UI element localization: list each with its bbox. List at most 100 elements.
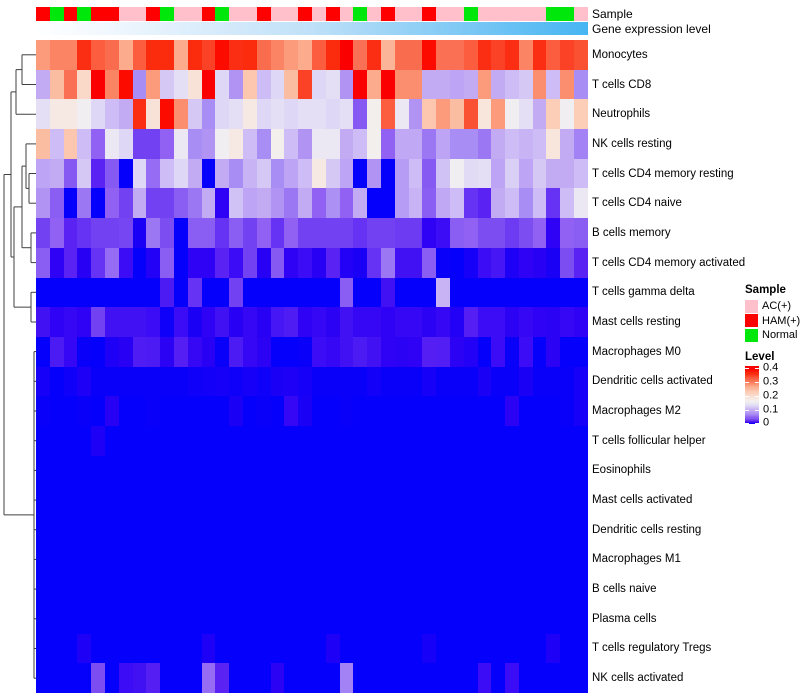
heatmap-cell — [574, 158, 588, 189]
heatmap-cell — [36, 455, 50, 486]
heatmap-cell — [574, 129, 588, 159]
colorbar-tick — [745, 382, 749, 384]
heatmap-cell — [353, 633, 368, 664]
heatmap-cell — [436, 633, 450, 664]
heatmap-cell — [270, 544, 285, 575]
heatmap-cell — [77, 515, 92, 545]
heatmap-cell — [298, 247, 312, 278]
heatmap-cell — [574, 277, 588, 308]
heatmap-cell — [256, 40, 271, 70]
heatmap-cell — [104, 633, 119, 664]
heatmap-cell — [560, 485, 575, 515]
heatmap-cell — [36, 574, 50, 605]
heatmap-cell — [477, 633, 492, 664]
sample-annotation-cell — [36, 7, 50, 21]
heatmap-cell — [91, 69, 105, 100]
heatmap-cell — [436, 604, 450, 634]
heatmap-cell — [463, 663, 478, 694]
heatmap-cell — [146, 544, 161, 575]
heatmap-cell — [284, 485, 299, 515]
heatmap-cell — [367, 188, 381, 219]
heatmap-cell — [173, 129, 188, 159]
heatmap-cell — [422, 544, 437, 575]
sample-annotation-cell — [367, 7, 381, 21]
heatmap-cell — [77, 663, 92, 694]
heatmap-cell — [173, 604, 188, 634]
heatmap-cell — [422, 218, 437, 248]
heatmap-cell — [408, 247, 423, 278]
heatmap-cell — [560, 247, 575, 278]
heatmap-cell — [201, 663, 216, 694]
heatmap-cell — [63, 99, 78, 130]
legend-level-block: Level 0.4 0.3 0.2 0.1 0 — [745, 351, 800, 428]
heatmap-cell — [256, 307, 271, 337]
heatmap-cell — [49, 129, 64, 159]
heatmap-cell — [146, 604, 161, 634]
heatmap-cell — [298, 218, 312, 248]
heatmap-cell — [132, 307, 147, 337]
heatmap-cell — [353, 188, 368, 219]
heatmap-cell — [229, 515, 243, 545]
heatmap-cell — [284, 663, 299, 694]
heatmap-cell — [298, 663, 312, 694]
heatmap-cell — [146, 129, 161, 159]
heatmap-cell — [201, 188, 216, 219]
heatmap-cell — [532, 188, 547, 219]
heatmap-cell — [574, 99, 588, 130]
heatmap-cell — [160, 99, 174, 130]
heatmap-cell — [132, 574, 147, 605]
row-label: Macrophages M2 — [592, 405, 681, 418]
heatmap-cell — [63, 663, 78, 694]
heatmap-cell — [160, 485, 174, 515]
heatmap-cell — [422, 485, 437, 515]
heatmap-cell — [132, 188, 147, 219]
heatmap-cell — [408, 40, 423, 70]
heatmap-cell — [201, 307, 216, 337]
heatmap-cell — [339, 69, 354, 100]
heatmap-cell — [574, 485, 588, 515]
heatmap-cell — [518, 158, 533, 189]
heatmap-cell — [394, 425, 409, 456]
heatmap-cell — [449, 633, 464, 664]
heatmap-cell — [187, 247, 202, 278]
heatmap-cell — [367, 129, 381, 159]
heatmap-cell — [298, 40, 312, 70]
heatmap-cell — [325, 455, 340, 486]
heatmap-cell — [546, 99, 561, 130]
heatmap-cell — [270, 663, 285, 694]
heatmap-cell — [173, 69, 188, 100]
heatmap-cell — [36, 247, 50, 278]
heatmap-cell — [436, 485, 450, 515]
heatmap-cell — [463, 247, 478, 278]
heatmap-cell — [339, 218, 354, 248]
heatmap-cell — [229, 396, 243, 426]
sample-annotation-cell — [63, 7, 78, 21]
heatmap-cell — [201, 247, 216, 278]
heatmap-cell — [311, 574, 326, 605]
heatmap-cell — [284, 633, 299, 664]
heatmap-cell — [91, 40, 105, 70]
heatmap-cell — [532, 277, 547, 308]
heatmap-cell — [77, 218, 92, 248]
heatmap-cell — [173, 218, 188, 248]
heatmap-cell — [311, 247, 326, 278]
heatmap-cell — [408, 515, 423, 545]
sample-annotation-cell — [505, 7, 519, 21]
heatmap-cell — [187, 277, 202, 308]
heatmap-cell — [367, 99, 381, 130]
heatmap-cell — [546, 218, 561, 248]
heatmap-cell — [546, 129, 561, 159]
heatmap-cell — [367, 307, 381, 337]
heatmap-cell — [560, 188, 575, 219]
heatmap-cell — [146, 485, 161, 515]
heatmap-cell — [560, 366, 575, 397]
heatmap-cell — [91, 307, 105, 337]
heatmap-row — [36, 485, 588, 515]
heatmap-cell — [36, 663, 50, 694]
heatmap-cell — [477, 129, 492, 159]
heatmap-cell — [132, 633, 147, 664]
heatmap-cell — [256, 69, 271, 100]
heatmap-cell — [242, 188, 257, 219]
heatmap-cell — [118, 277, 133, 308]
heatmap-cell — [449, 663, 464, 694]
